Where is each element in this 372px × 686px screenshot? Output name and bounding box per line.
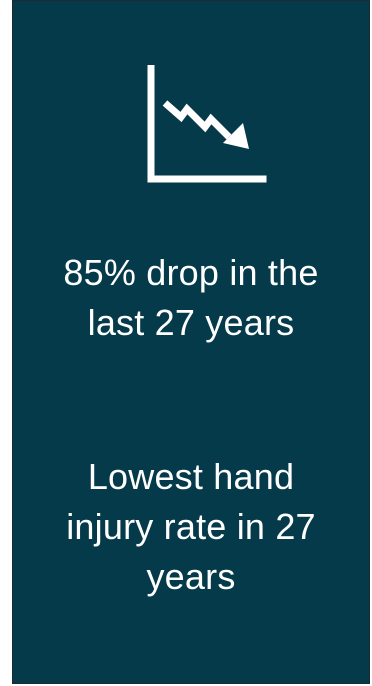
declining-chart-icon [147, 65, 267, 185]
stat-drop-line-2: last 27 years [13, 298, 369, 348]
stat-card: 85% drop in the last 27 years Lowest han… [12, 0, 370, 684]
stat-lowest-line-2: injury rate in 27 [13, 502, 369, 552]
stat-lowest-line-3: years [13, 552, 369, 602]
stat-lowest-line-1: Lowest hand [13, 452, 369, 502]
stat-drop-text: 85% drop in the last 27 years [13, 248, 369, 348]
stat-drop-line-1: 85% drop in the [13, 248, 369, 298]
stat-lowest-rate-text: Lowest hand injury rate in 27 years [13, 452, 369, 602]
